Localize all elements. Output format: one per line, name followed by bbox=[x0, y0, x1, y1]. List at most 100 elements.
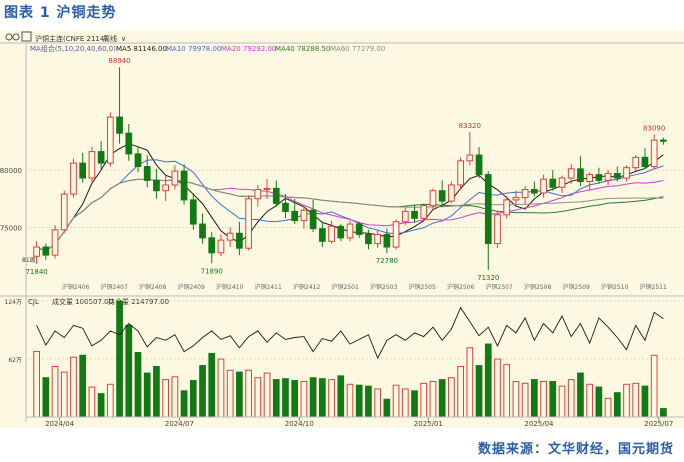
candle-body bbox=[79, 162, 87, 179]
ma10-label: MA10 79978.00 bbox=[166, 45, 221, 53]
candle bbox=[595, 167, 603, 184]
contract-label: 沪铜2511 bbox=[640, 283, 667, 291]
volume-bar bbox=[448, 377, 455, 418]
contract-label: 沪铜2501 bbox=[332, 283, 359, 291]
volume-bar bbox=[503, 364, 511, 418]
candle-body bbox=[374, 233, 382, 245]
volume-bar bbox=[374, 388, 382, 418]
x-tick-label: 2024/04 bbox=[45, 420, 75, 428]
candle bbox=[494, 211, 501, 249]
candle bbox=[153, 168, 160, 199]
candle-body bbox=[291, 210, 299, 222]
zoom-in-icon[interactable] bbox=[5, 33, 13, 41]
period-selector[interactable]: 周线 bbox=[103, 34, 117, 43]
volume-bar bbox=[401, 388, 409, 418]
ma-legend: MA组合(5,10,20,40,60,0) MA5 81146.00 MA10 … bbox=[30, 44, 385, 53]
candle-body bbox=[558, 177, 566, 188]
candle bbox=[88, 147, 96, 182]
candle-body bbox=[429, 190, 437, 207]
candle bbox=[226, 227, 234, 248]
candle-body bbox=[125, 132, 133, 155]
candle-body bbox=[623, 167, 630, 179]
candle-body bbox=[42, 246, 50, 256]
candle bbox=[180, 164, 188, 205]
candle bbox=[623, 165, 630, 182]
candle-body bbox=[217, 239, 225, 254]
ma60-label: MA60 77279.00 bbox=[330, 45, 385, 53]
volume-bar bbox=[79, 354, 87, 418]
candle bbox=[632, 155, 640, 172]
candle bbox=[337, 224, 345, 242]
candle bbox=[540, 174, 547, 198]
candle bbox=[208, 232, 216, 264]
contract-label: 沪铜2505 bbox=[409, 283, 436, 291]
candle-body bbox=[272, 187, 280, 204]
price-annotation: 71890 bbox=[201, 267, 223, 275]
contract-label: 沪铜2503 bbox=[370, 283, 397, 291]
candle bbox=[282, 194, 289, 219]
candle bbox=[33, 241, 40, 264]
contract-label: 沪铜2507 bbox=[486, 283, 513, 291]
ma-group-label: MA组合(5,10,20,40,60,0) bbox=[30, 44, 116, 53]
figure-title: 图表 1 沪铜走势 bbox=[4, 5, 117, 21]
cjl-label: CJL bbox=[28, 298, 39, 306]
candle-body bbox=[632, 156, 640, 169]
volume-bar bbox=[60, 371, 68, 418]
volume-bar bbox=[300, 380, 308, 418]
candle bbox=[318, 221, 326, 248]
x-tick-label: 2025/04 bbox=[524, 420, 554, 428]
candle bbox=[586, 172, 594, 191]
volume-bar bbox=[613, 392, 621, 418]
volume-bar bbox=[466, 347, 474, 418]
candle-body bbox=[484, 174, 492, 245]
candle bbox=[567, 164, 575, 184]
candle-body bbox=[33, 246, 40, 257]
candle bbox=[328, 220, 335, 244]
contract-label: 沪铜2407 bbox=[101, 283, 128, 291]
axis-labels: 75000 80000 124万 62万 2024/04 2024/07 2024/10 20… bbox=[0, 167, 684, 428]
ma20-label: MA20 79292.00 bbox=[221, 45, 276, 53]
contract-label: 沪铜2509 bbox=[563, 283, 590, 291]
candle bbox=[613, 166, 621, 182]
volume-bar bbox=[134, 351, 142, 418]
chevron-down-icon[interactable]: ∨ bbox=[121, 35, 126, 43]
candle-body bbox=[577, 168, 584, 183]
volume-bar bbox=[411, 390, 418, 418]
candle-body bbox=[401, 210, 409, 223]
volume-bar bbox=[577, 372, 584, 418]
candle bbox=[245, 195, 252, 251]
candle bbox=[484, 171, 492, 270]
candle-body bbox=[134, 153, 142, 168]
candle-body bbox=[318, 228, 326, 242]
price-annotation: 83320 bbox=[459, 122, 481, 130]
volume-bar bbox=[33, 351, 40, 418]
contract-label: 沪铜2406 bbox=[62, 283, 89, 291]
candle-body bbox=[521, 189, 529, 199]
candle-body bbox=[208, 237, 216, 254]
candle bbox=[162, 175, 170, 202]
zoom-out-icon[interactable] bbox=[12, 33, 20, 41]
candle-body bbox=[106, 116, 114, 164]
candle-body bbox=[457, 160, 464, 186]
candle-body bbox=[97, 151, 105, 164]
candle bbox=[199, 213, 206, 244]
settings-icon[interactable] bbox=[21, 31, 32, 42]
volume-bar bbox=[263, 372, 271, 418]
candle bbox=[401, 207, 409, 226]
volume-bar bbox=[217, 358, 225, 418]
candle-body bbox=[448, 184, 455, 202]
volume-bar bbox=[429, 380, 437, 418]
volume-bar bbox=[346, 383, 354, 418]
contract-label: 沪铜2506 bbox=[447, 283, 474, 291]
volume-bar bbox=[558, 385, 566, 418]
candle bbox=[512, 190, 520, 206]
volume-bar bbox=[171, 376, 179, 418]
candle bbox=[309, 199, 317, 233]
candle-body bbox=[540, 178, 547, 194]
contract-labels: 沪铜2406 沪铜2407 沪铜2408 沪铜2409 沪铜2410 沪铜2411 沪铜24… bbox=[62, 283, 667, 291]
candle bbox=[448, 181, 455, 204]
gridlines bbox=[26, 169, 684, 360]
candle-body bbox=[143, 166, 151, 181]
volume-bar bbox=[337, 375, 345, 418]
candle bbox=[660, 137, 667, 145]
